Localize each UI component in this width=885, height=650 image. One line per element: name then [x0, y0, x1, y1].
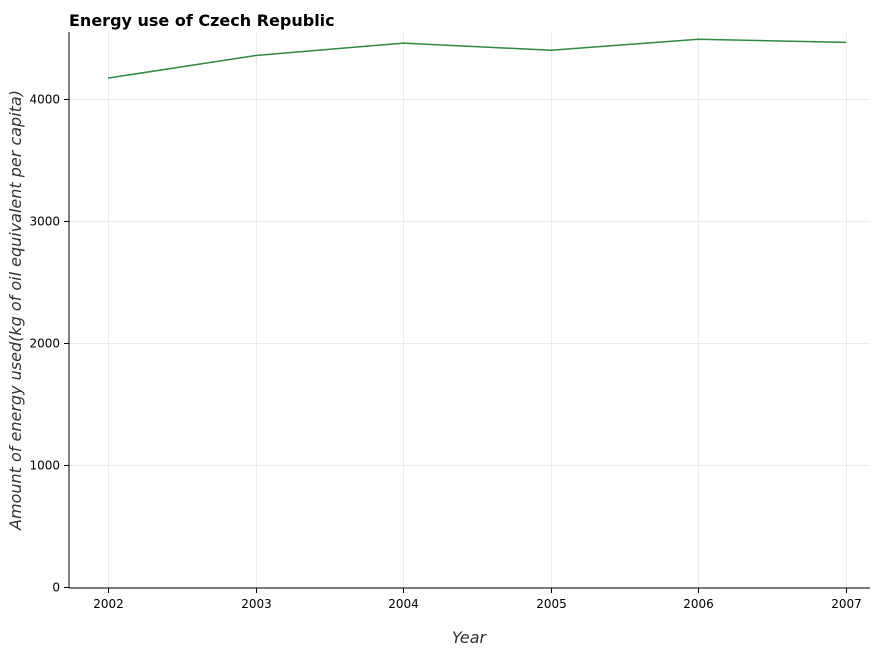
x-tick-label: 2004: [388, 597, 419, 611]
x-tick-label: 2006: [683, 597, 714, 611]
y-tick-label: 0: [52, 581, 60, 595]
x-tick-label: 2003: [241, 597, 272, 611]
y-tick-label: 1000: [29, 459, 60, 473]
y-tick-label: 4000: [29, 93, 60, 107]
y-axis-label: Amount of energy used(kg of oil equivale…: [6, 90, 25, 531]
x-tick-label: 2005: [536, 597, 567, 611]
y-ticks: 0 1000 2000 3000 4000: [29, 93, 69, 595]
x-tick-label: 2002: [93, 597, 124, 611]
chart-title: Energy use of Czech Republic: [69, 11, 335, 30]
series-line: [107, 38, 847, 79]
x-tick-label: 2007: [831, 597, 862, 611]
x-axis-label: Year: [452, 628, 488, 647]
y-tick-label: 3000: [29, 215, 60, 229]
y-tick-label: 2000: [29, 337, 60, 351]
x-ticks: 2002 2003 2004 2005 2006 2007: [93, 588, 862, 611]
grid: [69, 32, 870, 588]
